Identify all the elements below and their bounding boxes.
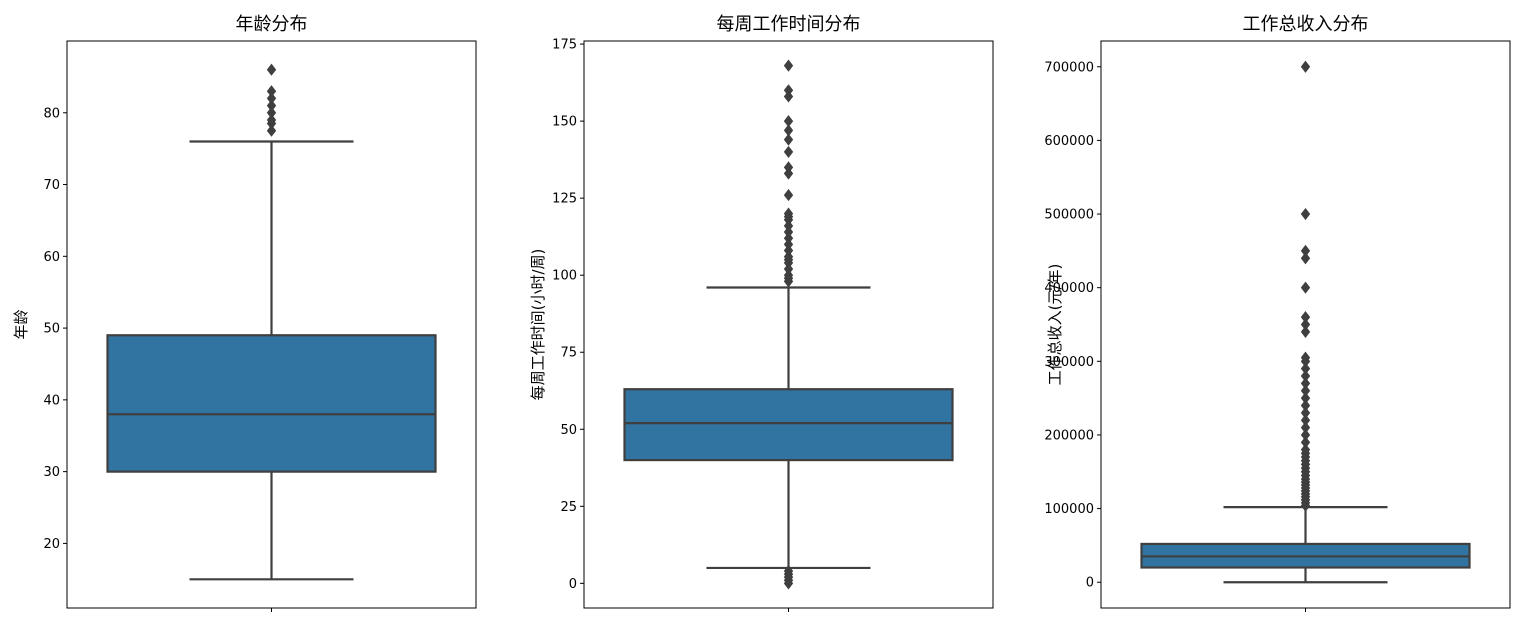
outlier-point bbox=[783, 244, 794, 257]
outlier-point bbox=[783, 133, 794, 146]
chart-title: 年龄分布 bbox=[236, 14, 308, 35]
chart-title: 每周工作时间分布 bbox=[717, 14, 861, 35]
outlier-point bbox=[783, 84, 794, 97]
outlier-point bbox=[783, 145, 794, 159]
y-tick-label: 0 bbox=[569, 577, 577, 592]
outlier-point bbox=[1300, 252, 1311, 265]
outlier-point bbox=[266, 113, 277, 127]
outlier-point bbox=[1300, 311, 1311, 324]
y-tick-label: 100 bbox=[552, 269, 577, 284]
y-tick-label: 500000 bbox=[1044, 208, 1094, 223]
y-tick-label: 600000 bbox=[1044, 134, 1094, 149]
y-tick-label: 50 bbox=[43, 322, 60, 337]
outlier-point bbox=[1300, 207, 1311, 221]
outlier-point bbox=[783, 225, 794, 239]
y-tick-label: 25 bbox=[560, 500, 577, 515]
outlier-point bbox=[266, 85, 277, 98]
outlier-point bbox=[783, 250, 794, 263]
outlier-point bbox=[783, 262, 794, 276]
y-tick-label: 50 bbox=[560, 423, 577, 438]
y-tick-label: 150 bbox=[552, 115, 577, 130]
outlier-point bbox=[266, 99, 277, 112]
outlier-point bbox=[783, 219, 794, 232]
outlier-point bbox=[1300, 428, 1311, 442]
outlier-point bbox=[1300, 362, 1311, 375]
outlier-point bbox=[783, 90, 794, 103]
y-tick-label: 400000 bbox=[1044, 281, 1094, 296]
outlier-point bbox=[783, 167, 794, 180]
y-tick-label: 60 bbox=[43, 250, 60, 265]
outlier-point bbox=[1300, 325, 1311, 338]
y-tick-label: 75 bbox=[560, 346, 577, 361]
y-tick-label: 300000 bbox=[1044, 355, 1094, 370]
outlier-point bbox=[266, 106, 277, 119]
y-tick-label: 100000 bbox=[1044, 502, 1094, 517]
outlier-point bbox=[1300, 406, 1311, 419]
outlier-point bbox=[1300, 414, 1311, 427]
iqr-box bbox=[106, 334, 437, 473]
outlier-point bbox=[1300, 318, 1311, 331]
outlier-point bbox=[1300, 244, 1311, 257]
chart-title: 工作总收入分布 bbox=[1243, 14, 1369, 35]
outlier-point bbox=[1300, 436, 1311, 449]
plot-frame bbox=[1100, 40, 1511, 609]
outlier-point bbox=[1300, 421, 1311, 434]
outlier-point bbox=[266, 124, 277, 137]
outlier-point bbox=[783, 124, 794, 137]
y-tick-label: 40 bbox=[43, 393, 60, 408]
iqr-box bbox=[623, 388, 954, 462]
outlier-point bbox=[1300, 392, 1311, 405]
outlier-point bbox=[1300, 399, 1311, 412]
outlier-point bbox=[783, 269, 794, 282]
outlier-point bbox=[1300, 384, 1311, 397]
outlier-point bbox=[783, 115, 794, 128]
outlier-point bbox=[783, 188, 794, 202]
y-tick-label: 175 bbox=[552, 38, 577, 53]
outlier-point bbox=[1300, 377, 1311, 390]
outlier-point bbox=[783, 161, 794, 174]
y-tick-label: 700000 bbox=[1044, 60, 1094, 75]
outlier-point bbox=[266, 63, 277, 76]
outlier-point bbox=[1300, 281, 1311, 294]
outlier-point bbox=[1300, 60, 1311, 73]
outlier-point bbox=[783, 207, 794, 220]
outlier-point bbox=[783, 232, 794, 245]
y-axis-label: 工作总收入(元/年) bbox=[1046, 264, 1064, 386]
outlier-point bbox=[783, 59, 794, 72]
outlier-point bbox=[1300, 369, 1311, 383]
y-tick-label: 70 bbox=[43, 178, 60, 193]
y-tick-label: 20 bbox=[43, 537, 60, 552]
outlier-point bbox=[266, 92, 277, 105]
y-axis-label: 每周工作时间(小时/周) bbox=[529, 249, 547, 401]
plot-frame bbox=[66, 40, 477, 609]
outlier-point bbox=[1300, 351, 1311, 364]
outlier-point bbox=[783, 564, 794, 578]
y-tick-label: 0 bbox=[1086, 576, 1094, 591]
plot-frame bbox=[583, 40, 994, 609]
y-tick-label: 125 bbox=[552, 192, 577, 207]
y-tick-label: 30 bbox=[43, 465, 60, 480]
outlier-point bbox=[1300, 443, 1311, 456]
y-tick-label: 80 bbox=[43, 106, 60, 121]
y-axis-label: 年龄 bbox=[12, 309, 30, 339]
outlier-point bbox=[783, 238, 794, 251]
y-tick-label: 200000 bbox=[1044, 428, 1094, 443]
